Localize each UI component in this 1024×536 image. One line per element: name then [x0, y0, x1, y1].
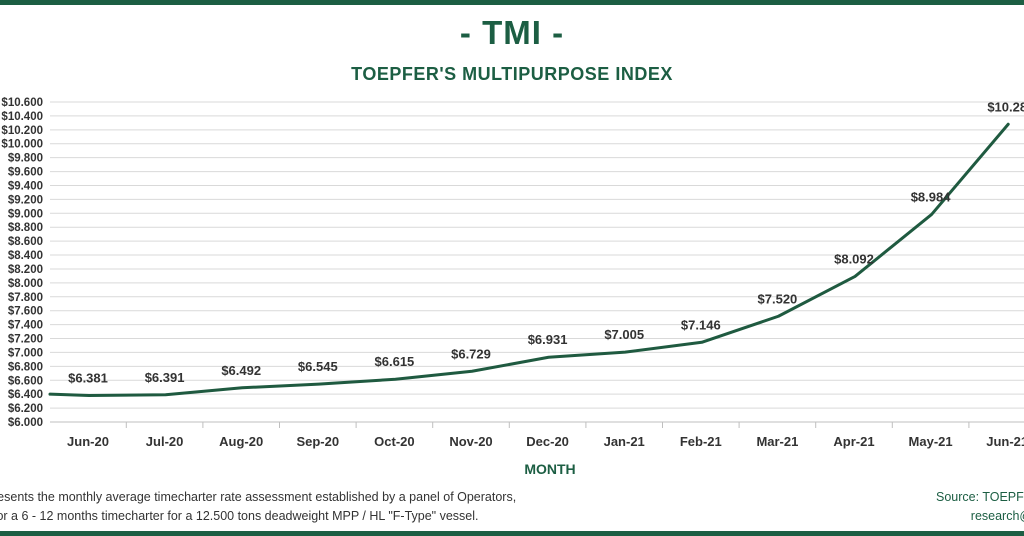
x-tick-label: Feb-21	[680, 434, 722, 449]
x-axis-tick-labels: Jun-20 Jul-20 Aug-20 Sep-20 Oct-20 Nov-20 Dec-…	[67, 434, 1024, 449]
series-line	[48, 122, 1010, 397]
y-tick-label: $10.200	[1, 125, 43, 137]
x-tick-label: Oct-20	[374, 434, 414, 449]
data-label: $6.391	[145, 370, 185, 385]
y-tick-label: $7.200	[8, 334, 43, 346]
source-line-1: Source: TOEPFE	[936, 490, 1024, 504]
y-tick-label: $6.200	[8, 403, 43, 415]
y-tick-label: $8.400	[8, 250, 43, 262]
data-label: $6.545	[298, 359, 338, 374]
bottom-border-bar	[0, 531, 1024, 536]
footnote-line-1: resents the monthly average timecharter …	[0, 490, 517, 504]
grid-lines	[50, 101, 1024, 428]
chart-title: - TMI -	[459, 14, 565, 51]
x-tick-label: Mar-21	[756, 434, 798, 449]
x-tick-label: Aug-20	[219, 434, 263, 449]
x-tick-label: Jun-21	[986, 434, 1024, 449]
y-tick-label: $6.600	[8, 375, 43, 387]
y-tick-label: $7.400	[8, 320, 43, 332]
y-tick-label: $8.000	[8, 278, 43, 290]
top-border-bar	[0, 0, 1024, 5]
data-label: $10.28	[987, 99, 1024, 114]
y-axis-tick-labels: $6.000 $6.200 $6.400 $6.600 $6.800 $7.000$7.2…	[1, 97, 43, 429]
y-tick-label: $6.800	[8, 361, 43, 373]
chart-subtitle: TOEPFER'S MULTIPURPOSE INDEX	[351, 64, 673, 84]
data-label: $6.729	[451, 346, 491, 361]
data-label: $6.615	[375, 354, 415, 369]
y-tick-label: $8.600	[8, 236, 43, 248]
data-label: $6.492	[221, 363, 261, 378]
y-tick-label: $9.600	[8, 167, 43, 179]
y-tick-label: $8.800	[8, 222, 43, 234]
source-line-2: research@	[970, 509, 1024, 523]
x-tick-label: Jun-20	[67, 434, 109, 449]
x-tick-label: Sep-20	[296, 434, 339, 449]
y-tick-label: $9.800	[8, 153, 43, 165]
x-tick-label: Dec-20	[526, 434, 569, 449]
y-tick-label: $7.000	[8, 347, 43, 359]
series-line-layer	[48, 122, 1010, 397]
x-tick-label: Jan-21	[604, 434, 645, 449]
x-tick-label: Nov-20	[449, 434, 492, 449]
footnote: resents the monthly average timecharter …	[0, 488, 516, 526]
source-note: Source: TOEPFE research@	[936, 488, 1024, 526]
y-tick-label: $6.000	[8, 417, 43, 429]
data-label: $7.005	[604, 327, 644, 342]
y-tick-label: $10.600	[1, 97, 43, 109]
data-label: $6.381	[68, 370, 108, 385]
y-tick-label: $7.600	[8, 306, 43, 318]
y-tick-label: $8.200	[8, 264, 43, 276]
x-tick-label: Apr-21	[833, 434, 874, 449]
data-label: $7.520	[758, 291, 798, 306]
y-tick-label: $10.400	[1, 111, 43, 123]
y-tick-label: $7.800	[8, 292, 43, 304]
y-tick-label: $9.200	[8, 194, 43, 206]
x-tick-label: Jul-20	[146, 434, 184, 449]
data-label: $8.984	[911, 189, 952, 204]
data-labels: $6.381 $6.391 $6.492 $6.545 $6.615 $6.729 $6.9…	[68, 99, 1024, 385]
data-label: $7.146	[681, 317, 721, 332]
footnote-line-2: for a 6 - 12 months timecharter for a 12…	[0, 509, 479, 523]
y-tick-label: $6.400	[8, 389, 43, 401]
x-axis-label: MONTH	[524, 461, 576, 477]
y-tick-label: $10.000	[1, 139, 43, 151]
x-tick-label: May-21	[909, 434, 953, 449]
data-label: $6.931	[528, 332, 568, 347]
data-label: $8.092	[834, 251, 874, 266]
y-tick-label: $9.400	[8, 180, 43, 192]
y-tick-label: $9.000	[8, 208, 43, 220]
